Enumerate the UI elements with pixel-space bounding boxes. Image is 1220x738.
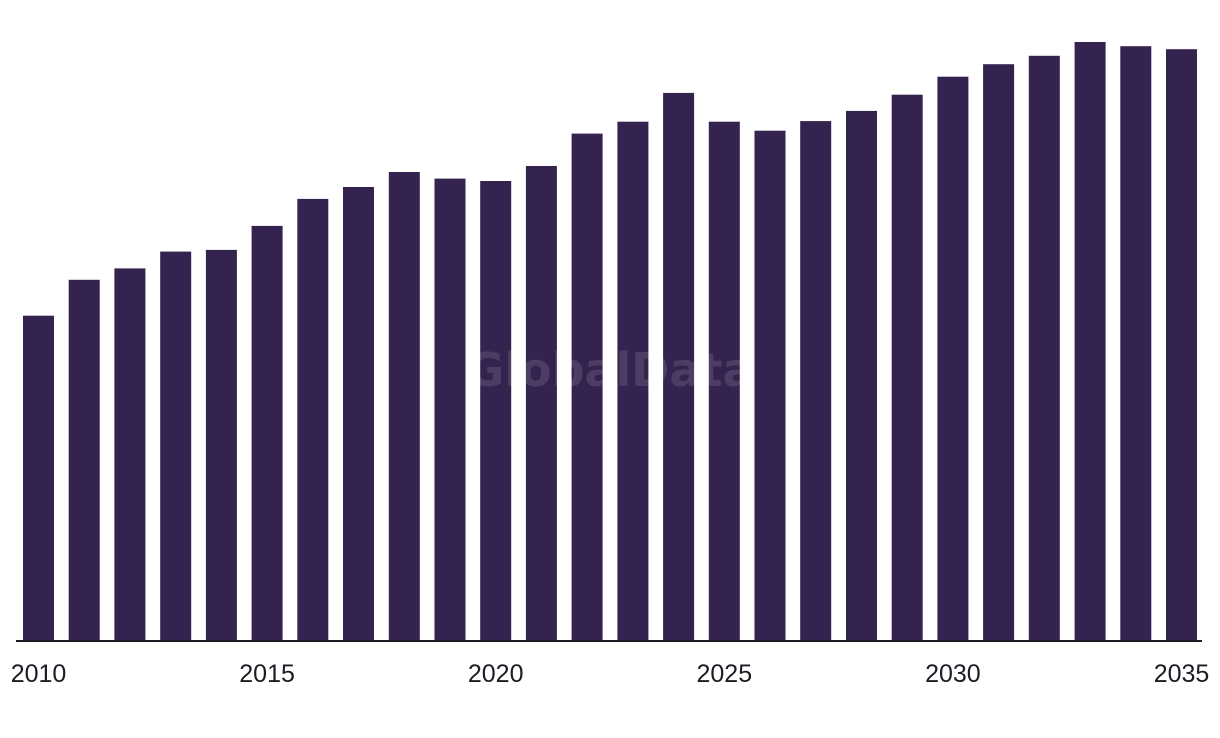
x-tick-label-2025: 2025 <box>696 660 752 688</box>
bar-2012 <box>114 268 146 641</box>
bar-2017 <box>343 187 374 641</box>
bar-2029 <box>891 94 923 641</box>
bar-2027 <box>800 121 832 642</box>
bar-2024 <box>663 92 695 641</box>
bar-2020 <box>480 181 512 641</box>
bar-2014 <box>205 249 237 641</box>
bar-2035 <box>1166 49 1197 641</box>
bar-2026 <box>754 130 786 641</box>
bar-2025 <box>708 121 740 641</box>
bar-2011 <box>68 279 100 641</box>
bar-2013 <box>160 251 192 641</box>
x-tick-label-2010: 2010 <box>11 660 67 688</box>
bar-2030 <box>937 76 969 641</box>
watermark-logo: GlobalData <box>466 343 753 397</box>
bar-2016 <box>297 198 329 641</box>
x-tick-label-2020: 2020 <box>468 660 524 688</box>
bar-2019 <box>434 178 466 641</box>
bar-2022 <box>571 133 603 641</box>
bar-2034 <box>1120 46 1152 641</box>
bar-2018 <box>388 172 420 641</box>
bar-2032 <box>1028 55 1060 642</box>
bar-2010 <box>23 315 54 641</box>
x-tick-labels: 2010 2015 2020 2025 2030 2035 <box>11 660 1210 688</box>
x-tick-label-2030: 2030 <box>925 660 981 688</box>
x-tick-label-2035: 2035 <box>1154 660 1210 688</box>
x-tick-label-2015: 2015 <box>239 660 295 688</box>
bar-2028 <box>846 110 877 641</box>
bar-2015 <box>251 225 283 641</box>
bars-group <box>23 42 1197 642</box>
bar-2023 <box>617 121 649 641</box>
bar-2031 <box>983 64 1015 641</box>
bar-2021 <box>525 166 557 641</box>
bar-2033 <box>1074 42 1106 641</box>
